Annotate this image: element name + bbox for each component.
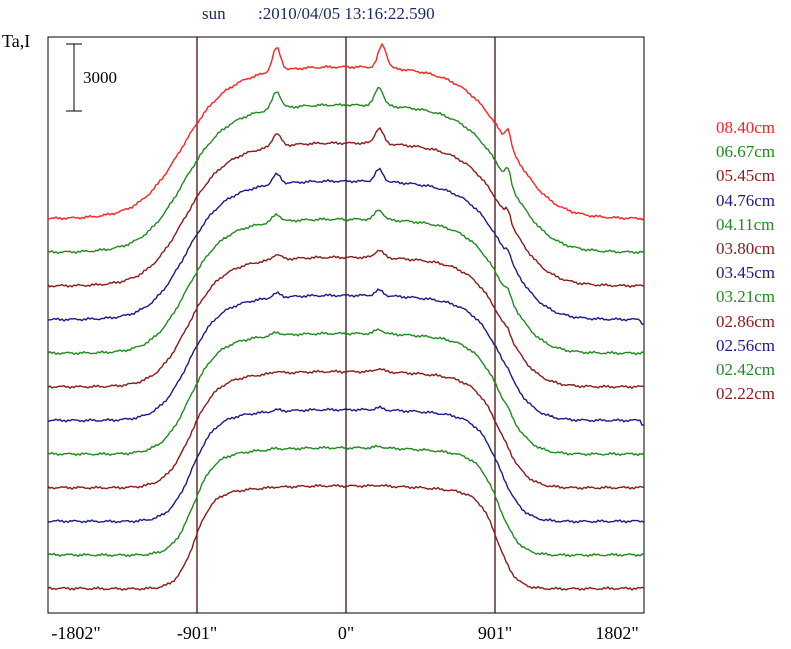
legend-item: 02.86cm	[716, 311, 776, 331]
legend-item: 02.22cm	[716, 384, 776, 404]
timestamp-label: :2010/04/05 13:16:22.590	[258, 4, 435, 23]
series-line-04.76cm	[47, 167, 644, 325]
x-tick-label: 1802"	[595, 623, 639, 643]
legend-item: 03.80cm	[716, 239, 776, 258]
legend-item: 05.45cm	[716, 166, 776, 186]
legend-item: 08.40cm	[716, 118, 776, 137]
series-line-03.45cm	[47, 287, 644, 426]
scale-bar-label: 3000	[83, 68, 117, 87]
series-line-02.22cm	[47, 483, 645, 592]
series-line-04.11cm	[47, 209, 645, 356]
y-axis-label: Ta,I	[2, 31, 31, 51]
series-line-03.21cm	[47, 328, 645, 457]
x-tick-label: -901"	[176, 623, 218, 643]
object-label: sun	[202, 4, 226, 23]
legend-item: 04.11cm	[716, 214, 775, 234]
x-tick-label: -1802"	[51, 623, 101, 643]
legend-item: 03.21cm	[716, 287, 776, 307]
series-line-02.86cm	[47, 367, 645, 491]
legend-item: 02.56cm	[716, 335, 776, 355]
legend-item: 04.76cm	[716, 190, 776, 210]
legend-item: 06.67cm	[716, 142, 776, 162]
x-tick-label: 0"	[337, 623, 355, 643]
x-tick-label: 901"	[477, 623, 513, 643]
series-line-03.80cm	[47, 249, 645, 390]
series-line-05.45cm	[47, 126, 645, 289]
series-line-06.67cm	[47, 86, 645, 255]
series-line-08.40cm	[47, 42, 645, 221]
legend-item: 02.42cm	[716, 360, 776, 379]
legend-item: 03.45cm	[716, 263, 776, 283]
series-line-02.42cm	[47, 444, 645, 558]
chart-header: sun :2010/04/05 13:16:22.590	[0, 2, 791, 26]
series-line-02.56cm	[47, 405, 645, 524]
